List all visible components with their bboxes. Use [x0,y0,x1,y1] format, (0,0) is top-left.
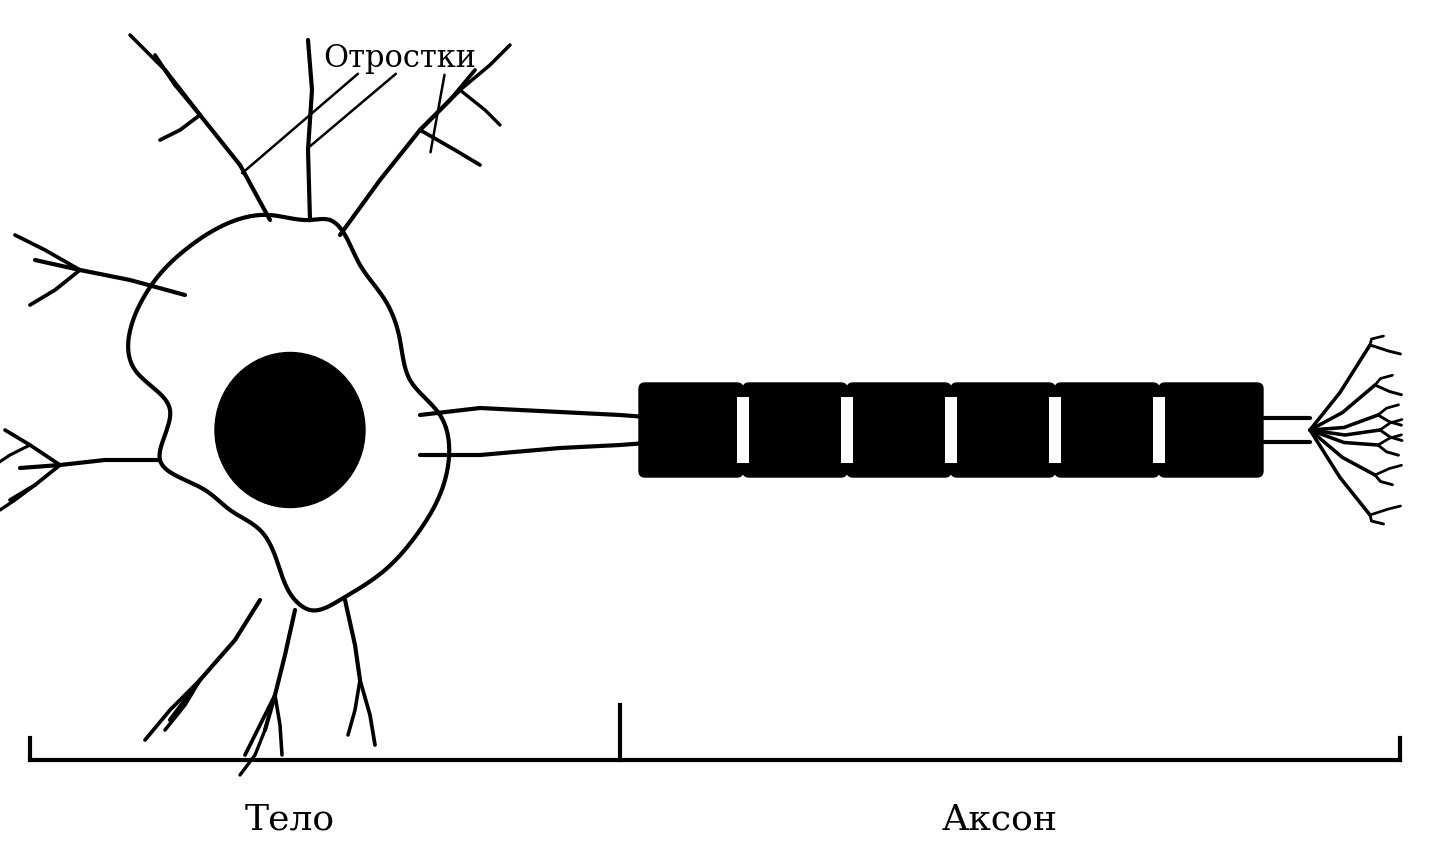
FancyBboxPatch shape [1056,383,1159,477]
FancyBboxPatch shape [1159,383,1263,477]
FancyBboxPatch shape [639,383,743,477]
Bar [737,397,749,463]
Text: Аксон: Аксон [942,803,1058,837]
FancyBboxPatch shape [743,383,847,477]
FancyBboxPatch shape [950,383,1056,477]
FancyBboxPatch shape [847,383,950,477]
Bar [1048,397,1061,463]
Polygon shape [128,215,449,610]
Bar [945,397,958,463]
Ellipse shape [215,353,364,508]
Bar [841,397,852,463]
Text: Тело: Тело [245,803,336,837]
Bar [1153,397,1165,463]
Text: Отростки: Отростки [324,43,477,73]
